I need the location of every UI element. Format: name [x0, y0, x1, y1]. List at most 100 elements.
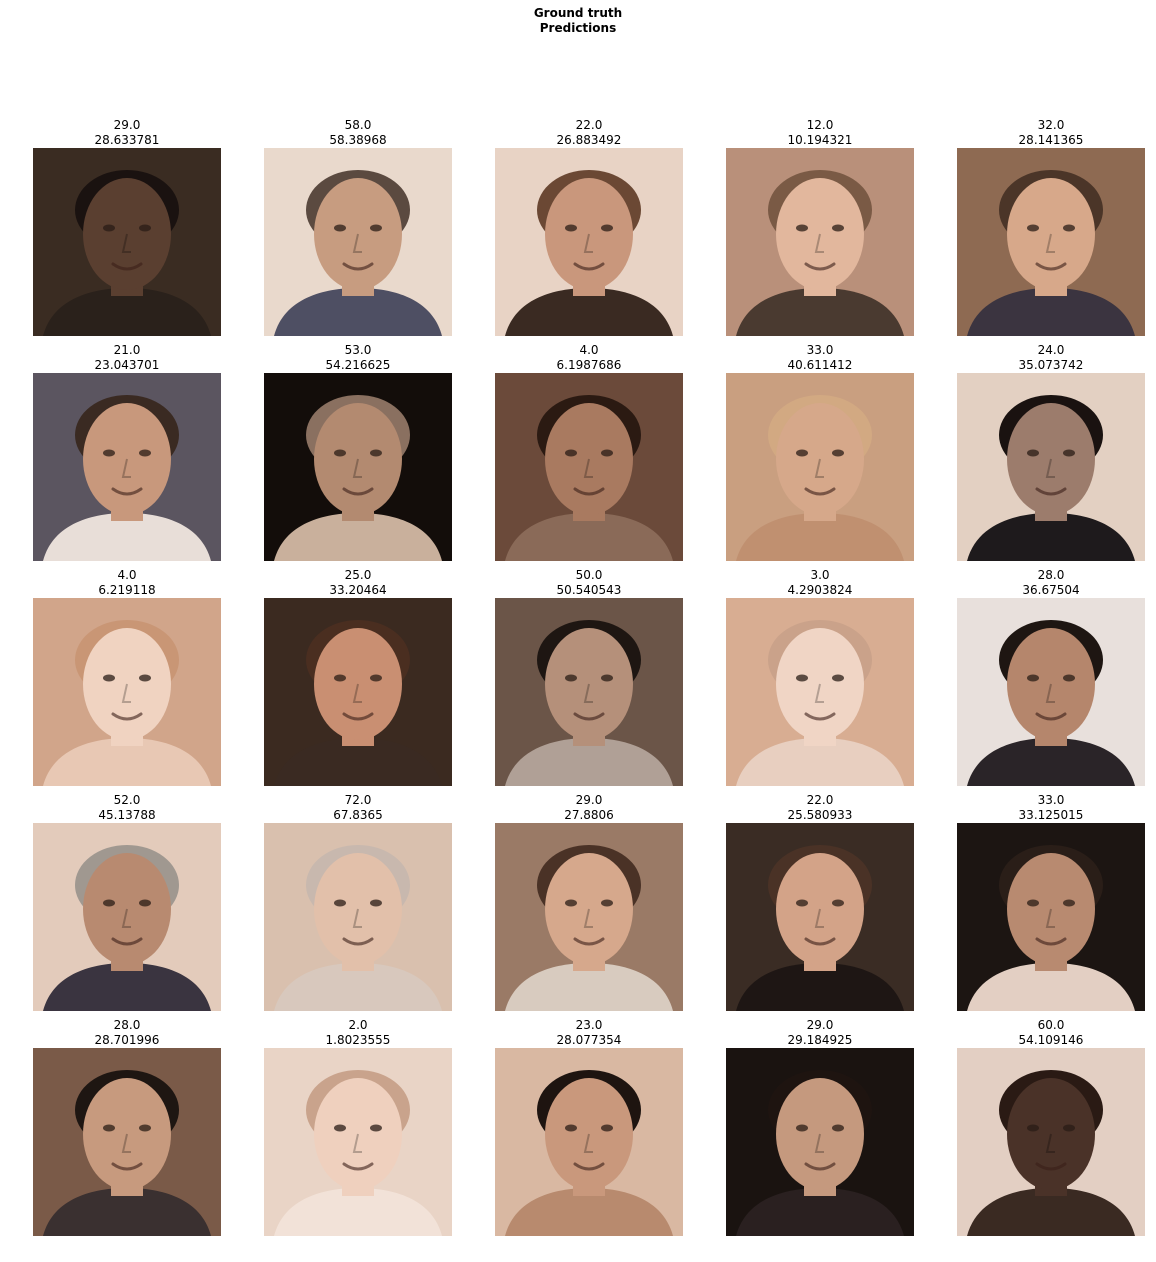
head-shape	[545, 1078, 633, 1190]
left-eye-shape	[334, 1124, 346, 1132]
prediction-label: 40.611412	[787, 358, 853, 372]
face-image	[33, 823, 221, 1011]
panel-caption: 29.0 28.633781	[33, 118, 221, 148]
ground-truth-label: 12.0	[806, 118, 834, 132]
left-eye-shape	[1027, 899, 1039, 907]
shoulders-shape	[505, 738, 673, 786]
face-panel: 29.0 28.633781	[33, 118, 221, 336]
head-shape	[1007, 178, 1095, 290]
left-eye-shape	[334, 224, 346, 232]
prediction-label: 10.194321	[787, 133, 853, 147]
prediction-label: 28.077354	[556, 1033, 622, 1047]
panel-caption: 33.0 40.611412	[726, 343, 914, 373]
ground-truth-label: 60.0	[1037, 1018, 1065, 1032]
panel-caption: 29.0 29.184925	[726, 1018, 914, 1048]
ground-truth-label: 29.0	[575, 793, 603, 807]
right-eye-shape	[139, 674, 151, 682]
face-image	[495, 148, 683, 336]
panel-caption: 28.0 36.67504	[957, 568, 1145, 598]
prediction-label: 28.141365	[1018, 133, 1084, 147]
face-panel: 25.0 33.20464	[264, 568, 452, 786]
head-shape	[1007, 1078, 1095, 1190]
panel-caption: 52.0 45.13788	[33, 793, 221, 823]
mouth-shape	[573, 262, 605, 271]
head-shape	[776, 178, 864, 290]
panel-caption: 24.0 35.073742	[957, 343, 1145, 373]
mouth-shape	[111, 487, 143, 496]
mouth-shape	[573, 712, 605, 721]
mouth-shape	[1035, 262, 1067, 271]
shoulders-shape	[274, 513, 442, 561]
mouth-shape	[111, 712, 143, 721]
prediction-label: 54.216625	[325, 358, 391, 372]
mouth-shape	[111, 1162, 143, 1171]
nose-shape	[814, 683, 824, 703]
left-eye-shape	[565, 899, 577, 907]
shoulders-shape	[505, 288, 673, 336]
face-image	[726, 1048, 914, 1236]
nose-shape	[352, 233, 362, 253]
right-eye-shape	[370, 899, 382, 907]
panel-caption: 23.0 28.077354	[495, 1018, 683, 1048]
prediction-label: 58.38968	[329, 133, 387, 147]
prediction-label: 29.184925	[787, 1033, 853, 1047]
prediction-label: 23.043701	[94, 358, 160, 372]
head-shape	[314, 1078, 402, 1190]
left-eye-shape	[334, 449, 346, 457]
left-eye-shape	[103, 449, 115, 457]
face-panel: 29.0 29.184925	[726, 1018, 914, 1236]
face-panel: 21.0 23.043701	[33, 343, 221, 561]
head-shape	[83, 853, 171, 965]
right-eye-shape	[601, 899, 613, 907]
panel-caption: 12.0 10.194321	[726, 118, 914, 148]
right-eye-shape	[1063, 674, 1075, 682]
mouth-shape	[573, 937, 605, 946]
right-eye-shape	[139, 449, 151, 457]
head-shape	[776, 403, 864, 515]
head-shape	[83, 178, 171, 290]
right-eye-shape	[601, 1124, 613, 1132]
panel-caption: 2.0 1.8023555	[264, 1018, 452, 1048]
head-shape	[83, 1078, 171, 1190]
shoulders-shape	[43, 738, 211, 786]
face-panel: 28.0 36.67504	[957, 568, 1145, 786]
panel-caption: 53.0 54.216625	[264, 343, 452, 373]
suptitle-predictions: Predictions	[539, 21, 617, 35]
left-eye-shape	[1027, 674, 1039, 682]
mouth-shape	[111, 937, 143, 946]
face-panel: 33.0 40.611412	[726, 343, 914, 561]
head-shape	[314, 403, 402, 515]
face-image	[33, 598, 221, 786]
nose-shape	[352, 1133, 362, 1153]
nose-shape	[121, 908, 131, 928]
face-image	[264, 823, 452, 1011]
face-image	[957, 373, 1145, 561]
face-panel: 50.0 50.540543	[495, 568, 683, 786]
ground-truth-label: 33.0	[806, 343, 834, 357]
panel-caption: 4.0 6.219118	[33, 568, 221, 598]
left-eye-shape	[796, 224, 808, 232]
right-eye-shape	[601, 674, 613, 682]
head-shape	[776, 853, 864, 965]
figure-suptitle: Ground truth Predictions	[0, 6, 1156, 36]
shoulders-shape	[43, 513, 211, 561]
shoulders-shape	[505, 513, 673, 561]
face-image	[33, 373, 221, 561]
prediction-label: 35.073742	[1018, 358, 1084, 372]
face-image	[726, 598, 914, 786]
face-image	[957, 598, 1145, 786]
prediction-label: 33.125015	[1018, 808, 1084, 822]
shoulders-shape	[736, 963, 904, 1011]
nose-shape	[814, 908, 824, 928]
shoulders-shape	[736, 1188, 904, 1236]
left-eye-shape	[796, 449, 808, 457]
face-panel: 23.0 28.077354	[495, 1018, 683, 1236]
left-eye-shape	[103, 1124, 115, 1132]
right-eye-shape	[601, 449, 613, 457]
mouth-shape	[342, 487, 374, 496]
right-eye-shape	[370, 1124, 382, 1132]
ground-truth-label: 72.0	[344, 793, 372, 807]
face-image	[264, 373, 452, 561]
face-image	[264, 598, 452, 786]
nose-shape	[814, 458, 824, 478]
